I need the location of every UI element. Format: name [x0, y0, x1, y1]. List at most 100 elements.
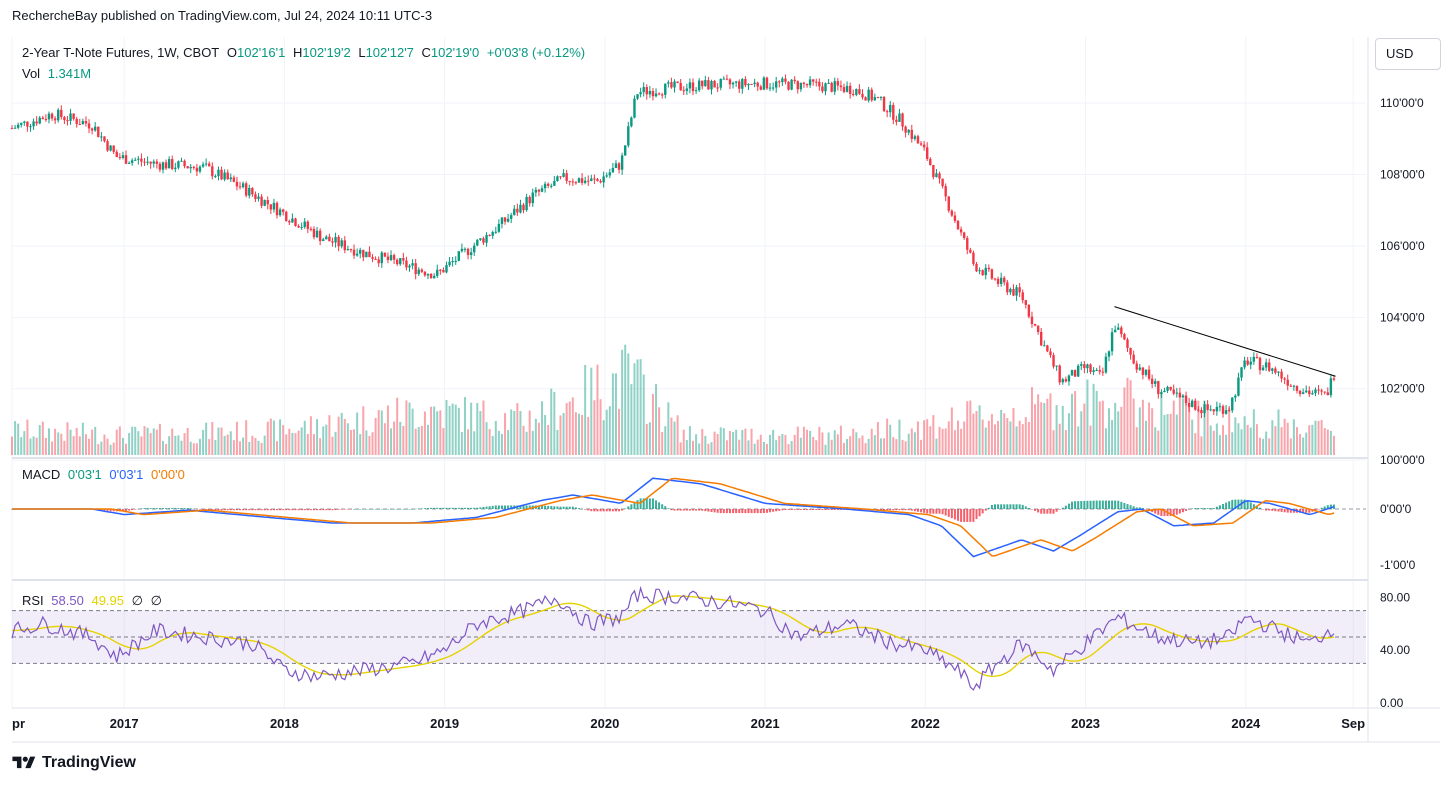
volume-bar [953, 430, 956, 455]
volume-bar [165, 443, 168, 455]
volume-bar [497, 430, 500, 455]
candle-body [898, 113, 901, 122]
tradingview-logo-icon [12, 756, 36, 769]
volume-bar [667, 402, 670, 455]
candle-body [901, 113, 904, 127]
price-axis[interactable]: 110'00'0 108'00'0 106'00'0 104'00'0 102'00'0… [1380, 96, 1425, 710]
candle-body [177, 161, 180, 168]
close-label: C [421, 45, 431, 60]
volume-bar [1117, 411, 1120, 455]
volume-bar [978, 405, 981, 455]
macd-histogram-bar [655, 500, 658, 509]
candle-body [583, 180, 587, 183]
rsi-label[interactable]: RSI [22, 593, 44, 608]
tradingview-footer[interactable]: TradingView [12, 754, 136, 772]
candle-body [87, 123, 91, 129]
candle-body [1009, 288, 1012, 293]
volume-bar [297, 430, 300, 455]
candle-body [802, 82, 806, 84]
volume-bar [1000, 409, 1003, 455]
candle-body [334, 236, 337, 243]
candle-body [759, 86, 762, 90]
candle-body [873, 97, 877, 101]
candle-body [411, 263, 414, 266]
macd-histogram-bar [806, 509, 809, 510]
volume-bar [935, 438, 938, 455]
macd-label[interactable]: MACD [22, 467, 61, 482]
volume-bar [889, 424, 892, 455]
volume-bar [661, 432, 664, 455]
candle-body [821, 86, 824, 92]
volume-bar [414, 428, 417, 455]
volume-bar [94, 426, 97, 455]
candle-body [1043, 345, 1046, 347]
volume-bar [1243, 416, 1246, 455]
rsi-tick-label: 0.00 [1380, 696, 1404, 710]
macd-histogram-bar [695, 509, 698, 511]
volume-bar [1043, 403, 1046, 455]
volume-bar [688, 426, 691, 455]
volume-bar [547, 424, 550, 455]
volume-bar [1092, 383, 1095, 455]
volume-bar [1009, 421, 1012, 455]
time-axis[interactable]: pr 2017 2018 2019 2020 2021 2022 2023 2024 Sep [12, 716, 1365, 731]
volume-bar [322, 426, 325, 455]
candle-body [23, 121, 26, 123]
volume-bar [676, 415, 679, 455]
volume-bar [118, 426, 121, 455]
macd-histogram-bar [935, 509, 938, 514]
volume-label[interactable]: Vol [22, 66, 41, 81]
candle-body [694, 90, 698, 92]
macd-histogram-bar [1194, 508, 1197, 509]
candle-body [1181, 395, 1185, 398]
volume-bar [528, 410, 531, 455]
candle-body [1012, 288, 1015, 296]
volume-bar [439, 410, 442, 455]
macd-histogram-bar [504, 505, 507, 509]
candle-body [627, 126, 630, 146]
macd-histogram-bar [550, 506, 553, 509]
volume-bar [920, 439, 923, 455]
macd-histogram-bar [944, 509, 947, 516]
candle-body [734, 81, 738, 83]
volume-bar [140, 436, 143, 455]
volume-bar [368, 435, 371, 455]
volume-bar [1274, 426, 1277, 455]
volume-bar [1258, 437, 1261, 455]
volume-bar [842, 442, 845, 455]
candle-body [858, 89, 861, 94]
volume-bar [420, 425, 423, 455]
candlesticks[interactable] [10, 74, 1336, 419]
volume-bar [377, 410, 380, 455]
symbol-title[interactable]: 2-Year T-Note Futures, 1W, CBOT [22, 45, 220, 60]
pane-separators[interactable] [12, 37, 1440, 743]
volume-bar [990, 414, 993, 455]
candle-body [211, 166, 214, 177]
macd-histogram-bar [544, 505, 547, 509]
volume-bar [1218, 435, 1221, 455]
macd-histogram-bar [1188, 509, 1191, 510]
macd-histogram-bar [784, 509, 787, 510]
volume-bar [947, 421, 950, 455]
volume-bar [69, 429, 72, 455]
volume-bar [103, 434, 106, 455]
macd-histogram-bar [735, 509, 738, 514]
candle-body [590, 178, 593, 181]
trendline[interactable] [1114, 306, 1336, 377]
macd-histogram-bar [1231, 499, 1234, 509]
candle-body [1120, 327, 1123, 335]
candle-body [966, 238, 969, 250]
macd-histogram-bar [710, 509, 713, 512]
candle-body [1178, 392, 1182, 398]
candle-body [192, 166, 196, 168]
macd-histogram-bar [365, 509, 368, 510]
currency-button[interactable]: USD [1375, 38, 1441, 70]
macd-pane [11, 477, 1366, 558]
candle-body [171, 159, 174, 169]
price-tick-label: 100'00'0 [1380, 453, 1425, 467]
volume-bar [1077, 426, 1080, 455]
macd-histogram-bar [195, 509, 198, 510]
candle-body [1191, 400, 1194, 407]
volume-bar [852, 428, 855, 455]
